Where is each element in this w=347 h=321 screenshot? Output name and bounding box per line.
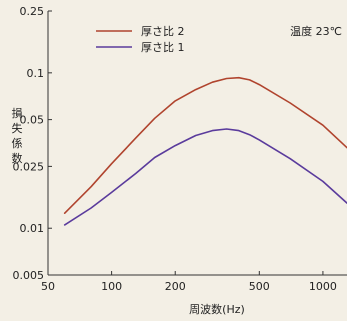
series-line-2 xyxy=(63,128,347,226)
y-axis-label-char: 数 xyxy=(12,152,23,165)
y-axis-label-char: 損 xyxy=(12,106,23,120)
x-tick-label: 100 xyxy=(101,280,122,293)
y-axis-label-char: 失 xyxy=(12,122,23,135)
legend-label-1: 厚さ比 2 xyxy=(141,25,185,38)
axes: 0.005 0.01 0.025 0.05 0.1 0.25 50 100 200 500 1000 xyxy=(13,5,347,293)
legend-label-2: 厚さ比 1 xyxy=(141,41,185,54)
x-axis-label: 周波数(Hz) xyxy=(189,303,245,316)
x-tick-label: 500 xyxy=(249,280,270,293)
y-tick-label: 0.005 xyxy=(13,269,45,282)
series-layer xyxy=(63,76,347,226)
y-tick-label: 0.25 xyxy=(20,5,45,18)
y-tick-label: 0.1 xyxy=(27,67,45,80)
y-axis-label-char: 係 xyxy=(12,137,23,150)
y-tick-label: 0.01 xyxy=(20,222,45,235)
x-tick-label: 1000 xyxy=(309,280,337,293)
legend: 厚さ比 2 厚さ比 1 xyxy=(96,25,185,54)
temperature-annotation: 温度 23℃ xyxy=(290,24,342,38)
x-tick-label: 50 xyxy=(41,280,55,293)
x-tick-label: 200 xyxy=(165,280,186,293)
series-line-1 xyxy=(63,76,347,214)
y-tick-label: 0.05 xyxy=(20,114,45,127)
y-tick-label: 0.025 xyxy=(13,160,45,173)
